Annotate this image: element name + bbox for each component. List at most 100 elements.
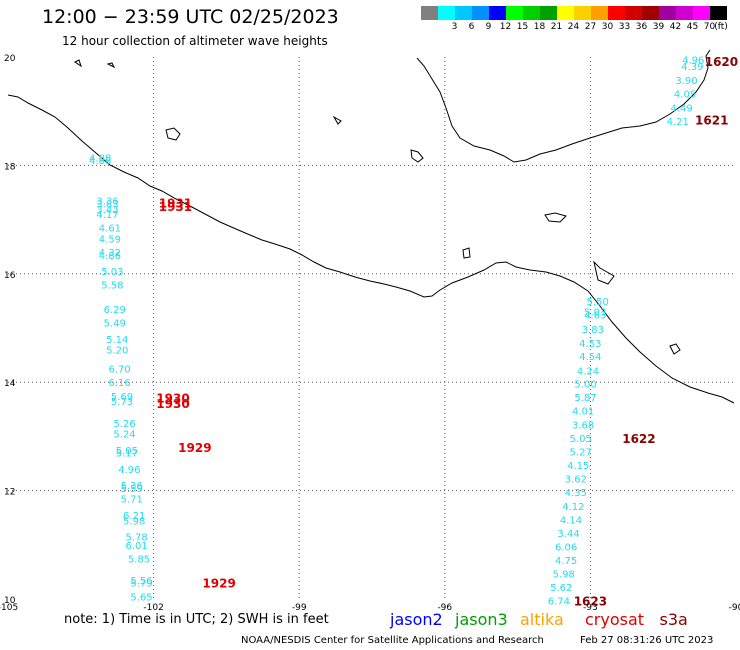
footer-timestamp: Feb 27 08:31:26 UTC 2023 [580, 635, 714, 646]
wave-height-value: 5.71 [121, 495, 143, 506]
grid-lines [8, 57, 736, 599]
pass-time-label: 1929 [178, 441, 211, 455]
wave-height-value: 5.03 [101, 267, 123, 278]
wave-height-value: 5.50 [587, 297, 609, 308]
wave-height-value: 5.69 [111, 392, 133, 403]
pacific-coastline [7, 94, 735, 404]
wave-height-value: 5.49 [104, 319, 126, 330]
pass-time-label: 1930 [156, 391, 189, 405]
wave-height-value: 6.06 [555, 542, 577, 553]
latitude-label: 20 [4, 54, 16, 64]
legend-label: 24 [567, 22, 580, 32]
longitude-label: -99 [292, 603, 307, 613]
gulf-coastline [416, 49, 711, 163]
legend-swatch [710, 6, 727, 20]
wave-height-value: 4.96 [682, 56, 704, 67]
wave-height-value: 4.39 [681, 62, 703, 73]
pass-time-label: 1623 [574, 595, 607, 609]
wave-height-value: 4.75 [555, 556, 577, 567]
lake-outline-6 [332, 115, 342, 125]
wave-height-value: 5.65 [130, 592, 152, 603]
legend-label: 39 [652, 22, 665, 32]
satellite-label-jason2: jason2 [390, 610, 443, 629]
legend-label: 30 [601, 22, 614, 32]
wave-height-value: 4.63 [584, 310, 606, 321]
legend-label: 3 [451, 22, 458, 32]
pass-time-label: 1622 [622, 432, 655, 446]
wave-height-value: 3.62 [565, 475, 587, 486]
legend-label: 18 [533, 22, 546, 32]
legend-unit: (ft) [714, 22, 728, 32]
legend-label: 36 [635, 22, 648, 32]
wave-height-value: 4.32 [99, 248, 121, 259]
lake-outline-2 [544, 212, 567, 223]
wave-height-value: 3.44 [557, 529, 579, 540]
satellite-label-jason3: jason3 [455, 610, 508, 629]
pass-time-label: 1931 [159, 196, 192, 210]
wave-height-value: 4.35 [565, 488, 587, 499]
wave-height-value: 6.29 [104, 305, 126, 316]
legend-swatch [659, 6, 676, 20]
latitude-label: 10 [4, 596, 16, 606]
lake-outline [410, 149, 424, 163]
legend-swatch [591, 6, 608, 20]
wave-height-value: 6.74 [548, 597, 570, 608]
legend-label: 21 [550, 22, 563, 32]
legend-swatch [438, 6, 455, 20]
legend-swatch [455, 6, 472, 20]
wave-height-tracks: 4.884.883.363.833.434.174.614.594.324.86… [89, 55, 738, 609]
wave-height-value: 4.86 [99, 251, 121, 262]
wave-height-value: 4.14 [560, 515, 582, 526]
wave-height-value: 5.03 [584, 308, 606, 319]
legend-label: 33 [618, 22, 631, 32]
latitude-label: 16 [4, 271, 16, 281]
wave-height-value: 5.14 [106, 335, 128, 346]
lake-outline-8 [74, 59, 82, 68]
wave-height-value: 5.24 [113, 430, 135, 441]
wave-height-value: 5.36 [121, 481, 143, 492]
longitude-label: -102 [143, 603, 163, 613]
wave-height-value: 4.61 [99, 224, 121, 235]
wave-height-value: 5.85 [128, 554, 150, 565]
legend-swatch [421, 6, 438, 20]
wave-height-value: 6.70 [108, 365, 130, 376]
legend-swatch [523, 6, 540, 20]
wave-height-value: 6.21 [123, 511, 145, 522]
footer-credit: NOAA/NESDIS Center for Satellite Applica… [241, 635, 544, 646]
satellite-label-altika: altika [520, 610, 564, 629]
wave-height-value: 3.83 [96, 199, 118, 210]
wave-height-value: 5.87 [574, 393, 596, 404]
wave-height-value: 4.21 [667, 117, 689, 128]
longitude-label: -105 [0, 603, 18, 613]
legend-swatch [625, 6, 642, 20]
legend-swatch [489, 6, 506, 20]
legend-label: 15 [516, 22, 529, 32]
wave-height-value: 6.01 [125, 541, 147, 552]
wave-height-value: 5.62 [550, 583, 572, 594]
legend-swatch [506, 6, 523, 20]
legend-swatch [642, 6, 659, 20]
pass-time-label: 1621 [695, 113, 728, 127]
wave-height-value: 4.01 [572, 406, 594, 417]
latitude-label: 14 [4, 379, 16, 389]
legend-label: 12 [499, 22, 512, 32]
wave-height-value: 5.05 [570, 434, 592, 445]
legend-swatch [676, 6, 693, 20]
map-title: 12:00 − 23:59 UTC 02/25/2023 [42, 6, 339, 28]
wave-height-value: 3.36 [96, 197, 118, 208]
latitude-label: 12 [4, 488, 15, 498]
wave-height-value: 4.88 [89, 156, 111, 167]
wave-height-value: 3.83 [582, 325, 604, 336]
wave-height-value: 5.73 [111, 397, 133, 408]
legend-swatch [557, 6, 574, 20]
wave-height-legend [421, 6, 727, 20]
lake-outline-5 [593, 260, 615, 285]
wave-height-value: 3.43 [96, 205, 118, 216]
pass-time-label: 1931 [159, 200, 192, 214]
wave-height-value: 5.56 [130, 576, 152, 587]
latitude-label: 18 [4, 162, 16, 172]
satellite-label-cryosat: cryosat [585, 610, 645, 629]
longitude-label: -90 [729, 603, 740, 613]
wave-height-value: 5.26 [113, 419, 135, 430]
wave-height-value: 4.88 [89, 153, 111, 164]
